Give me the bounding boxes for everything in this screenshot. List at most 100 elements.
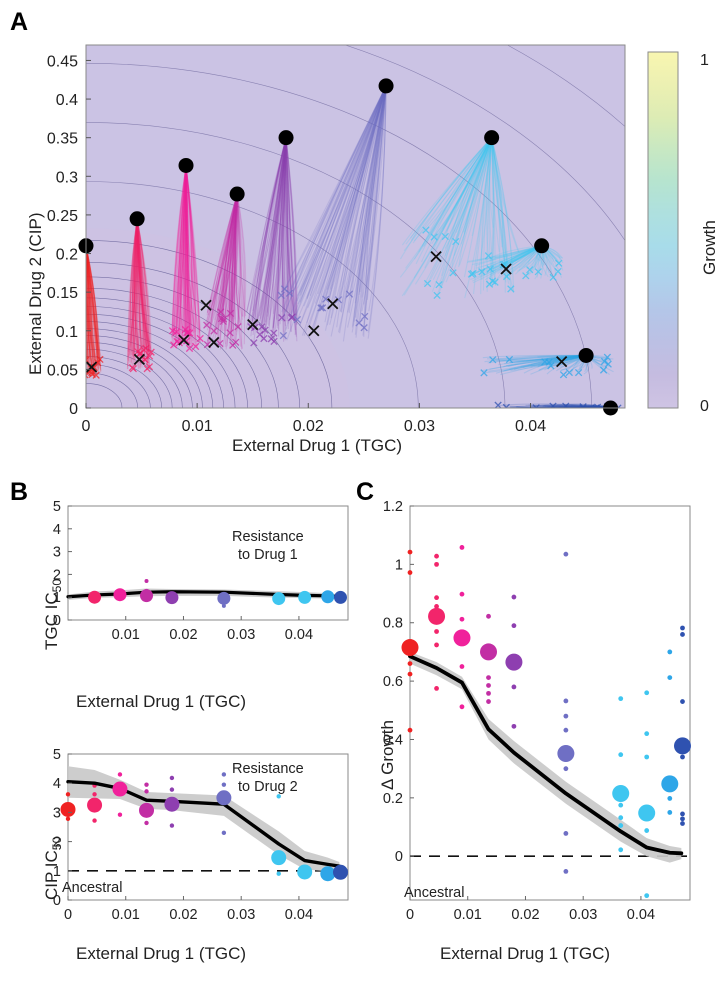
svg-text:1: 1 <box>395 557 403 573</box>
source-condition-dot <box>534 238 550 254</box>
replicate-dot <box>169 823 175 828</box>
svg-text:3: 3 <box>53 545 61 561</box>
svg-text:0.2: 0.2 <box>56 247 78 264</box>
panel-b-top-y-axis-label-sub: 50 <box>49 578 64 593</box>
replicate-dot <box>276 794 281 799</box>
replicate-dot <box>459 616 465 622</box>
condition-marker <box>298 590 312 604</box>
replicate-dot <box>434 629 439 634</box>
condition-marker <box>612 784 630 802</box>
trajectory-endpoint-cross <box>208 336 220 348</box>
replicate-dot <box>644 731 650 737</box>
replicate-dot <box>563 831 569 836</box>
panel-b-bottom-y-axis-label: CIP IC50 <box>42 837 64 900</box>
svg-text:0.04: 0.04 <box>285 627 313 643</box>
svg-text:0.3: 0.3 <box>56 169 78 186</box>
replicate-dot <box>486 613 491 619</box>
svg-text:0.35: 0.35 <box>47 131 78 148</box>
replicate-dot <box>434 561 439 567</box>
replicate-dot <box>644 828 650 833</box>
replicate-dot <box>680 811 685 817</box>
panel-a-plot: 0 0.01 0.02 0.03 0.04 0 0.05 0.1 0.15 0.2 0.25 0.3 0… <box>0 0 724 470</box>
replicate-dot <box>169 787 175 792</box>
replicate-dot <box>563 698 569 704</box>
condition-marker <box>661 775 679 793</box>
panel-b-bottom-y-axis-label-sub: 50 <box>49 836 64 851</box>
svg-text:0.03: 0.03 <box>227 627 255 643</box>
trajectory-endpoint-cross <box>556 356 568 368</box>
source-condition-dot <box>278 130 294 146</box>
panel-b-bottom-annotation: Resistance to Drug 2 <box>232 760 304 796</box>
svg-text:0: 0 <box>53 613 61 629</box>
panel-b-top-y-axis-label: TGC IC50 <box>42 579 64 650</box>
svg-text:4: 4 <box>53 776 61 792</box>
condition-marker <box>217 591 231 605</box>
condition-marker <box>139 802 155 818</box>
mean-trend-line <box>66 780 342 868</box>
trajectory-endpoint-cross <box>327 298 339 310</box>
replicate-dot <box>221 830 227 836</box>
source-condition-dot <box>484 130 500 146</box>
svg-text:0: 0 <box>64 907 72 923</box>
source-condition-dot <box>178 157 194 173</box>
replicate-dot <box>511 723 517 729</box>
panel-letter-c: C <box>356 478 375 506</box>
replicate-dot <box>618 696 624 702</box>
replicate-dot <box>667 810 673 815</box>
replicate-dot <box>144 579 149 584</box>
replicate-dot <box>276 871 281 876</box>
svg-text:0.1: 0.1 <box>56 324 78 341</box>
replicate-dot <box>618 823 624 828</box>
panel-a-svg: 0 0.01 0.02 0.03 0.04 0 0.05 0.1 0.15 0.2 0.25 0.3 0… <box>47 44 679 435</box>
condition-marker <box>320 866 336 882</box>
panel-b-top-annotation-line1: Resistance <box>232 529 304 545</box>
svg-text:0.04: 0.04 <box>515 418 546 435</box>
svg-text:0.8: 0.8 <box>383 616 403 632</box>
condition-marker <box>557 744 575 762</box>
svg-text:0.05: 0.05 <box>47 362 78 379</box>
trajectory-endpoint-cross <box>247 318 259 331</box>
confidence-band <box>410 651 682 863</box>
panel-b-bottom-y-axis-label-text: CIP IC <box>42 850 61 900</box>
replicate-dot <box>92 818 97 823</box>
replicate-dot <box>563 868 569 874</box>
panel-c-plot: 0 0.01 0.02 0.03 0.04 0 0.2 0.4 0.6 0.8 1 1.2 <box>350 470 724 985</box>
svg-text:0.4: 0.4 <box>383 732 403 748</box>
condition-marker <box>271 850 287 866</box>
trajectory-endpoint-cross <box>85 361 98 373</box>
replicate-dot <box>221 772 227 777</box>
svg-text:0.01: 0.01 <box>112 627 140 643</box>
replicate-dot <box>644 893 650 899</box>
condition-marker <box>321 590 335 604</box>
condition-marker <box>297 864 313 880</box>
svg-text:0.03: 0.03 <box>569 907 597 923</box>
replicate-dot <box>459 545 465 550</box>
replicate-dot <box>618 847 624 853</box>
colorbar-min-tick: 0 <box>700 398 709 415</box>
axes-frame <box>409 505 691 901</box>
replicate-dot <box>667 796 673 801</box>
colorbar-max-tick: 1 <box>700 52 709 69</box>
replicate-dot <box>644 690 650 696</box>
trajectory-endpoint-cross <box>200 299 212 311</box>
trajectory-endpoint-cross <box>133 353 145 365</box>
panel-c-x-axis-label: External Drug 1 (TGC) <box>440 944 611 963</box>
source-condition-dot <box>578 347 594 363</box>
svg-text:0.6: 0.6 <box>383 674 403 690</box>
replicate-dot <box>65 792 71 797</box>
replicate-dot <box>434 595 439 601</box>
svg-text:5: 5 <box>53 747 61 763</box>
svg-text:4: 4 <box>53 522 61 538</box>
mean-trend-line <box>66 590 341 599</box>
replicate-dot <box>644 754 650 760</box>
svg-text:0.45: 0.45 <box>47 53 78 70</box>
source-condition-dot <box>129 211 145 227</box>
condition-marker <box>112 781 128 797</box>
condition-marker <box>638 804 656 822</box>
panel-letter-a: A <box>10 8 29 36</box>
svg-text:0.15: 0.15 <box>47 285 78 302</box>
replicate-dot <box>680 632 685 637</box>
replicate-dot <box>144 789 149 794</box>
source-condition-dot <box>378 78 394 94</box>
replicate-dot <box>563 713 569 719</box>
